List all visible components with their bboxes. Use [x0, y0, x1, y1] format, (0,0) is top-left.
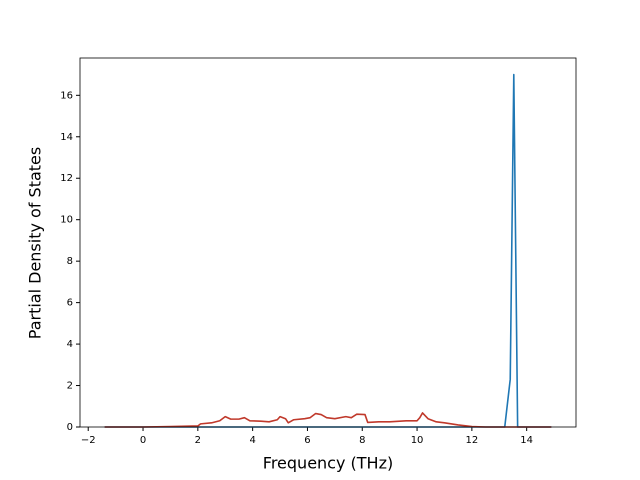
- y-tick-label: 2: [67, 381, 73, 392]
- x-tick-label: 4: [249, 435, 255, 446]
- x-tick-label: 6: [304, 435, 310, 446]
- y-tick-label: 14: [60, 132, 73, 143]
- plot-frame: [79, 57, 577, 428]
- y-tick-label: 4: [67, 339, 73, 350]
- x-tick-label: 8: [359, 435, 365, 446]
- y-axis-title: Partial Density of States: [26, 147, 45, 339]
- y-tick-label: 10: [60, 215, 73, 226]
- x-tick-label: 14: [520, 435, 533, 446]
- series-line: [104, 412, 552, 428]
- x-tick-label: 10: [411, 435, 424, 446]
- y-tick-label: 12: [60, 173, 73, 184]
- y-tick-label: 6: [67, 298, 73, 309]
- x-axis-title: Frequency (THz): [263, 454, 393, 473]
- x-tick-label: 2: [195, 435, 201, 446]
- y-tick-label: 0: [67, 422, 73, 433]
- x-tick-label: 0: [140, 435, 146, 446]
- x-tick-label: −2: [81, 435, 96, 446]
- y-tick-label: 8: [67, 256, 73, 267]
- y-tick-label: 16: [60, 90, 73, 101]
- x-tick-label: 12: [466, 435, 479, 446]
